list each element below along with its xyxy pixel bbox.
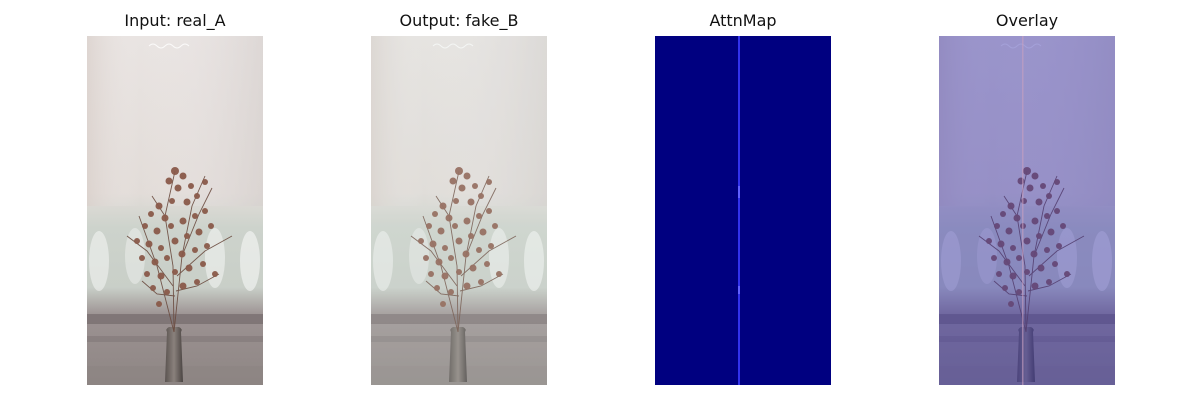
panel-title: Output: fake_B	[399, 11, 519, 30]
output-image	[371, 36, 547, 385]
attention-map-image	[655, 36, 831, 385]
panel-title: Overlay	[995, 11, 1059, 30]
panel-input: Input: real_A	[87, 0, 263, 400]
panel-title: AttnMap	[709, 11, 777, 30]
panel-output: Output: fake_B	[371, 0, 547, 400]
panel-title: Input: real_A	[124, 11, 226, 30]
panel-overlay: Overlay	[939, 0, 1115, 400]
overlay-image	[939, 36, 1115, 385]
panel-attnmap: AttnMap	[655, 0, 831, 400]
input-image	[87, 36, 263, 385]
